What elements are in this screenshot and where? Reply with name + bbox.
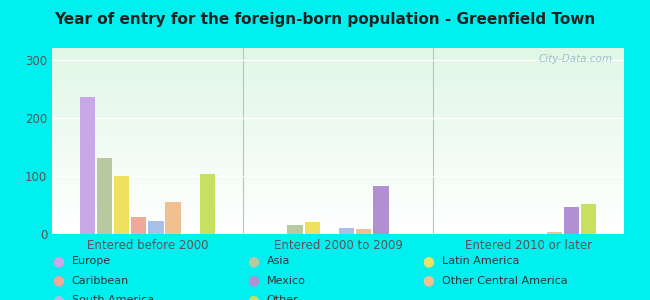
Bar: [165, 202, 181, 234]
Bar: [131, 217, 146, 234]
Bar: [547, 232, 562, 234]
Text: ●: ●: [52, 254, 64, 268]
Text: ●: ●: [247, 274, 259, 287]
Text: City-Data.com: City-Data.com: [538, 54, 612, 64]
Bar: [305, 222, 320, 234]
Bar: [581, 204, 597, 234]
Text: ●: ●: [247, 293, 259, 300]
Bar: [373, 186, 389, 234]
Text: South America: South America: [72, 295, 153, 300]
Bar: [97, 158, 112, 234]
Bar: [287, 225, 303, 234]
Text: ●: ●: [52, 274, 64, 287]
Text: Other: Other: [266, 295, 298, 300]
Bar: [148, 221, 164, 234]
Bar: [356, 229, 371, 234]
Text: ●: ●: [422, 274, 434, 287]
Text: ●: ●: [247, 254, 259, 268]
Text: Europe: Europe: [72, 256, 110, 266]
Text: Asia: Asia: [266, 256, 290, 266]
Bar: [200, 174, 215, 234]
Text: ●: ●: [52, 293, 64, 300]
Text: Latin America: Latin America: [442, 256, 519, 266]
Bar: [564, 207, 579, 234]
Bar: [114, 176, 129, 234]
Text: Other Central America: Other Central America: [442, 275, 567, 286]
Text: Year of entry for the foreign-born population - Greenfield Town: Year of entry for the foreign-born popul…: [55, 12, 595, 27]
Text: ●: ●: [422, 254, 434, 268]
Text: Mexico: Mexico: [266, 275, 306, 286]
Text: Caribbean: Caribbean: [72, 275, 129, 286]
Bar: [79, 98, 95, 234]
Bar: [339, 228, 354, 234]
